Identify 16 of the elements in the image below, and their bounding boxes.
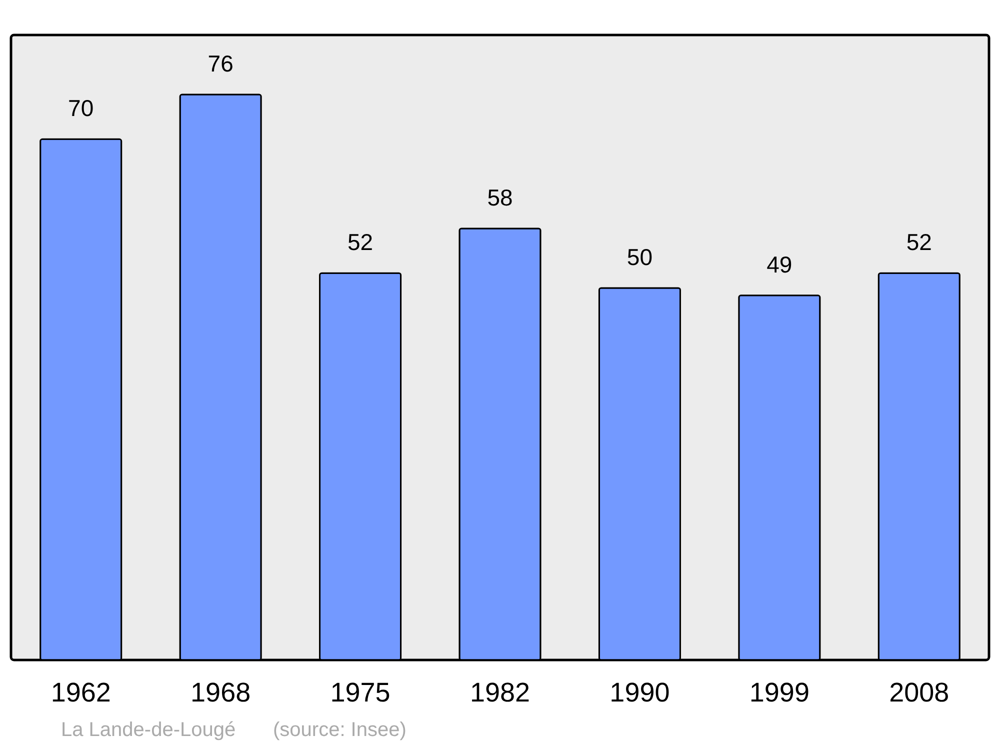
data-label: 52 — [906, 229, 932, 256]
x-tick-label: 1968 — [190, 678, 251, 708]
data-label: 76 — [208, 50, 234, 77]
x-tick-label: 1990 — [610, 678, 670, 708]
data-label: 58 — [487, 184, 513, 210]
x-tick-label: 1975 — [330, 678, 390, 708]
x-tick-label: 1982 — [470, 678, 530, 708]
data-label: 70 — [68, 95, 94, 122]
x-tick-label: 1962 — [50, 678, 111, 708]
x-tick-label: 1999 — [749, 678, 810, 708]
data-label: 49 — [766, 251, 792, 278]
data-label: 50 — [626, 244, 653, 270]
text: (source: Insee) — [273, 719, 406, 741]
x-tick-label: 2008 — [889, 678, 950, 708]
text: La Lande-de-Lougé — [61, 719, 236, 741]
data-label: 52 — [347, 229, 374, 256]
